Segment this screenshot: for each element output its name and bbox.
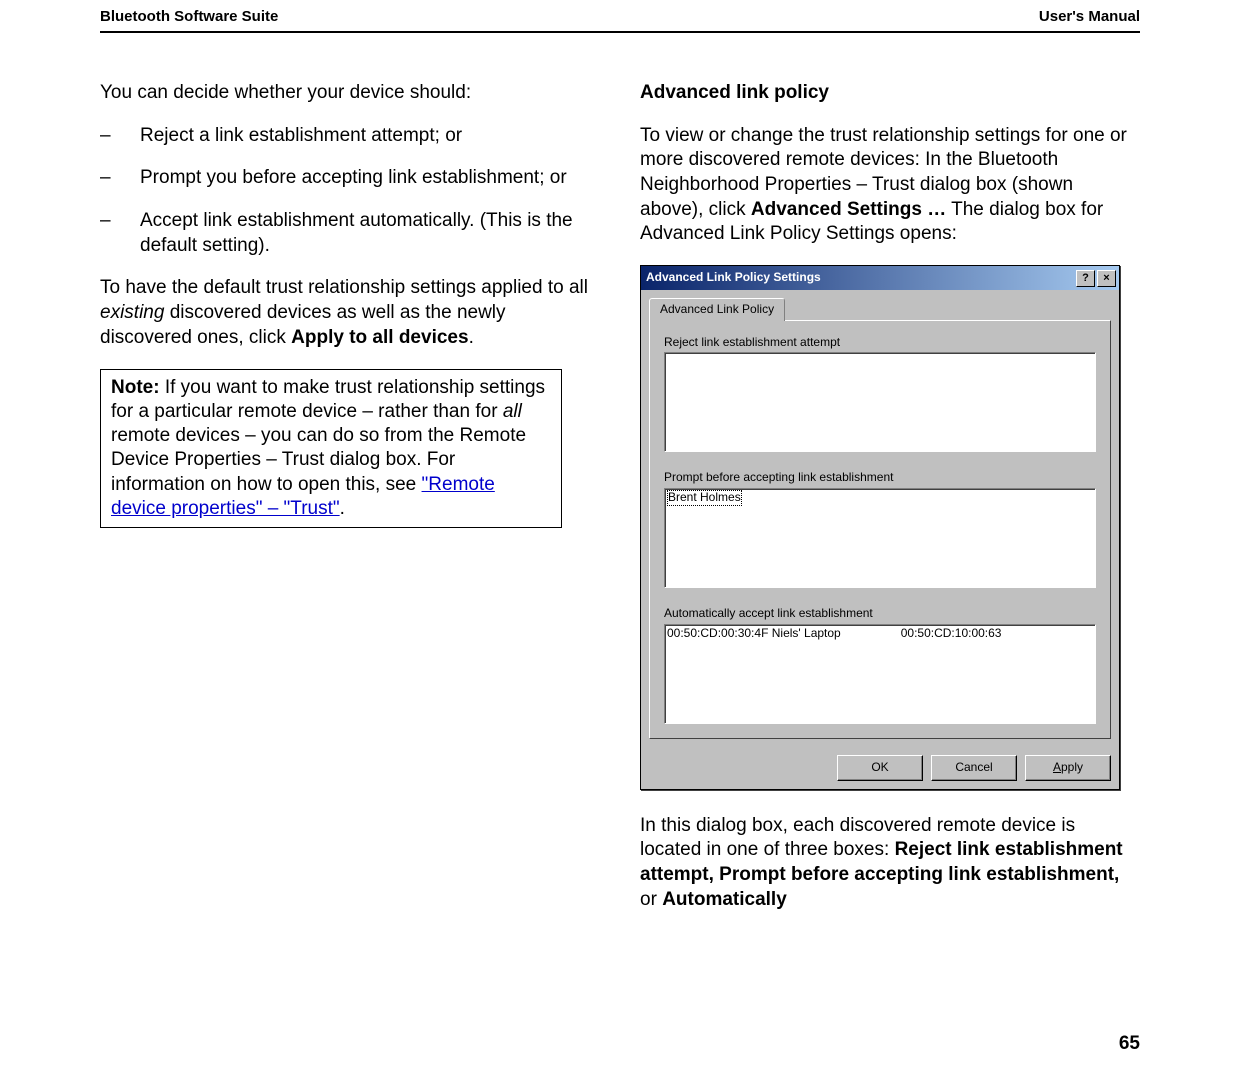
close-button[interactable]: ×	[1097, 270, 1116, 287]
list-item-text: Accept link establishment automatically.…	[140, 209, 590, 258]
options-list: – Reject a link establishment attempt; o…	[100, 124, 590, 259]
text: If you want to make trust relationship s…	[111, 377, 545, 422]
list-item-text: Reject a link establishment attempt; or	[140, 124, 462, 149]
list-item: – Accept link establishment automaticall…	[100, 209, 590, 258]
list-item: – Reject a link establishment attempt; o…	[100, 124, 590, 149]
dash: –	[100, 124, 140, 149]
dialog-titlebar[interactable]: Advanced Link Policy Settings ? ×	[641, 266, 1119, 290]
text-bold: Automatically	[662, 889, 787, 910]
advanced-link-policy-dialog: Advanced Link Policy Settings ? × Advanc…	[640, 265, 1120, 789]
left-column: You can decide whether your device shoul…	[100, 81, 590, 930]
cancel-button[interactable]: Cancel	[931, 755, 1017, 781]
right-column: Advanced link policy To view or change t…	[640, 81, 1130, 930]
group-label-auto: Automatically accept link establishment	[664, 606, 1096, 622]
list-item[interactable]: Brent Holmes	[667, 490, 742, 506]
note-box: Note: If you want to make trust relation…	[100, 369, 562, 529]
text-italic: existing	[100, 302, 164, 323]
dialog-title: Advanced Link Policy Settings	[646, 270, 821, 286]
header-right: User's Manual	[1039, 8, 1140, 25]
apply-paragraph: To have the default trust relationship s…	[100, 276, 590, 350]
note-label: Note:	[111, 377, 160, 398]
text-bold: Apply to all devices	[291, 327, 468, 348]
text-bold: Advanced Settings …	[751, 199, 946, 220]
close-icon: ×	[1103, 273, 1109, 284]
ok-button[interactable]: OK	[837, 755, 923, 781]
dash: –	[100, 209, 140, 258]
apply-button[interactable]: Apply	[1025, 755, 1111, 781]
device-entry: 00:50:CD:10:00:63	[901, 626, 1002, 642]
section-heading: Advanced link policy	[640, 81, 1130, 106]
instructions-paragraph: To view or change the trust relationship…	[640, 124, 1130, 247]
list-item[interactable]: 00:50:CD:00:30:4F Niels' Laptop 00:50:CD…	[667, 626, 1093, 642]
button-label: OK	[871, 760, 888, 776]
tab-advanced-link-policy[interactable]: Advanced Link Policy	[649, 298, 785, 321]
text: .	[340, 498, 345, 519]
help-icon: ?	[1082, 273, 1089, 284]
text: or	[640, 889, 662, 910]
button-label: Cancel	[955, 760, 992, 776]
text: To have the default trust relationship s…	[100, 277, 588, 298]
device-entry: 00:50:CD:00:30:4F Niels' Laptop	[667, 626, 841, 642]
text: .	[469, 327, 474, 348]
help-button[interactable]: ?	[1076, 270, 1095, 287]
list-item: – Prompt you before accepting link estab…	[100, 166, 590, 191]
page-number: 65	[1119, 1033, 1140, 1055]
list-item-text: Prompt you before accepting link establi…	[140, 166, 567, 191]
group-label-prompt: Prompt before accepting link establishme…	[664, 470, 1096, 486]
auto-listbox[interactable]: 00:50:CD:00:30:4F Niels' Laptop 00:50:CD…	[664, 624, 1096, 724]
page-header: Bluetooth Software Suite User's Manual	[100, 0, 1140, 33]
group-label-reject: Reject link establishment attempt	[664, 335, 1096, 351]
dash: –	[100, 166, 140, 191]
tab-panel: Reject link establishment attempt Prompt…	[649, 320, 1111, 739]
text-italic: all	[503, 401, 522, 422]
button-label: Apply	[1053, 760, 1083, 776]
explanation-paragraph: In this dialog box, each discovered remo…	[640, 814, 1130, 913]
intro-text: You can decide whether your device shoul…	[100, 81, 590, 106]
header-left: Bluetooth Software Suite	[100, 8, 278, 25]
reject-listbox[interactable]	[664, 352, 1096, 452]
prompt-listbox[interactable]: Brent Holmes	[664, 488, 1096, 588]
